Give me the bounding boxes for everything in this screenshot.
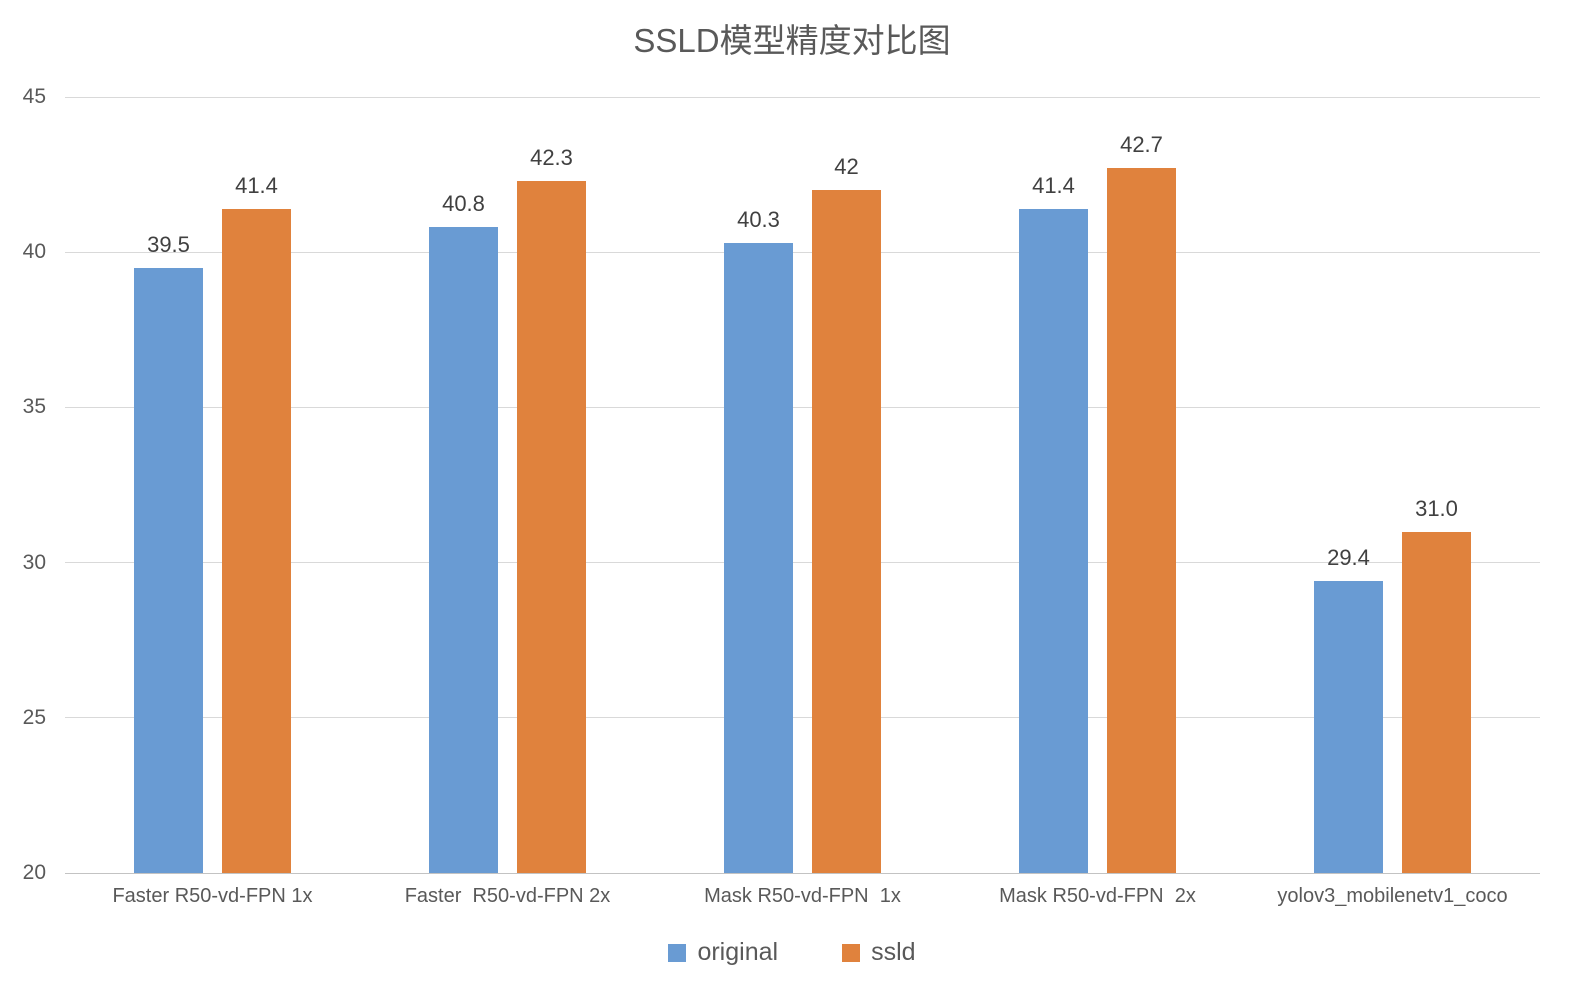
bar-original [429,227,498,873]
bar-ssld [517,180,586,873]
bar-value-label: 41.4 [1032,172,1075,198]
legend-label: original [697,938,779,966]
bar-value-label: 40.8 [442,191,485,217]
legend-label: ssld [871,938,916,966]
y-axis-tick-label: 20 [22,861,46,884]
category-label: yolov3_mobilenetv1_coco [1277,885,1508,907]
category-label: Faster R50-vd-FPN 1x [112,885,313,907]
bar-original [1314,581,1383,873]
y-axis-tick-label: 30 [22,550,46,574]
gridline [65,96,1540,98]
bar-ssld [222,208,291,873]
y-axis-tick-label: 25 [22,705,46,729]
legend-item-ssld: ssld [842,938,916,967]
y-axis-tick-label: 45 [22,85,46,108]
category-label: Mask R50-vd-FPN 2x [999,885,1196,907]
category-label: Faster R50-vd-FPN 2x [404,885,611,907]
bar-value-label: 42.7 [1120,132,1163,158]
bar-ssld [1402,531,1471,873]
bar-original [1019,208,1088,873]
gridline [65,717,1540,719]
gridline [65,562,1540,564]
bar-value-label: 29.4 [1327,545,1370,571]
chart-title: SSLD模型精度对比图 [633,22,951,59]
plot-area: 20 25 30 35 40 45 39.5 41.4 40.8 42.3 40.3 42 41.4 42… [23,85,1540,884]
bar-value-label: 40.3 [737,206,780,232]
bar-value-label: 31.0 [1415,495,1458,521]
gridline [65,406,1540,408]
y-axis-tick-label: 40 [22,240,46,264]
bar-ssld [812,190,881,873]
gridline [65,251,1540,253]
bar-value-label: 41.4 [235,172,278,198]
bar-value-label: 42.3 [530,144,573,170]
category-label: Mask R50-vd-FPN 1x [704,885,901,907]
bar-original [134,267,203,873]
bar-value-label: 39.5 [147,231,190,257]
bar-ssld [1107,168,1176,873]
legend-item-original: original [668,938,778,967]
legend-swatch-icon [842,943,861,962]
bar-original [724,242,793,873]
legend-swatch-icon [668,943,687,962]
gridline [65,872,1540,874]
legend: original ssld [0,938,1584,967]
y-axis-tick-label: 35 [22,395,46,419]
bar-value-label: 42 [834,154,859,180]
